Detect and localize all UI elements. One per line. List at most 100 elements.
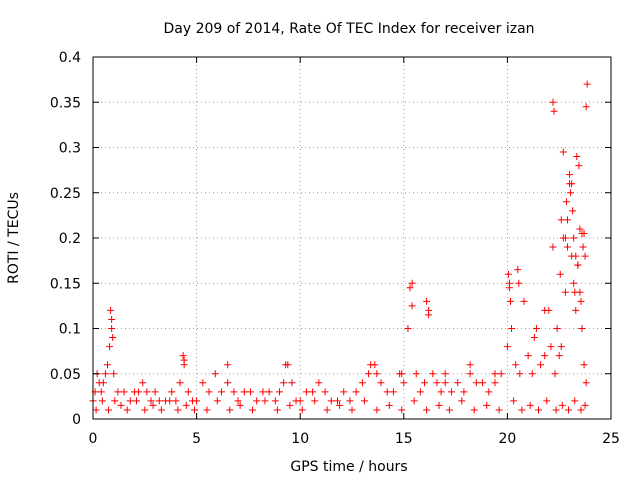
data-point: [282, 361, 290, 369]
data-point: [568, 180, 576, 188]
data-point: [296, 397, 304, 405]
data-point: [561, 234, 569, 242]
y-tick-label: 0.25: [50, 186, 81, 202]
data-point: [383, 388, 391, 396]
data-point: [435, 401, 443, 409]
data-point: [503, 343, 511, 351]
data-point: [309, 388, 317, 396]
data-point: [547, 343, 555, 351]
data-point: [398, 406, 406, 414]
data-point: [311, 397, 319, 405]
data-point: [563, 216, 571, 224]
data-point: [557, 216, 565, 224]
data-point: [139, 379, 147, 387]
data-point: [534, 406, 542, 414]
data-point: [404, 325, 412, 332]
data-point: [280, 379, 288, 387]
data-point: [406, 284, 414, 292]
data-point: [578, 325, 586, 332]
data-point: [179, 352, 187, 360]
y-tick-label: 0.35: [50, 95, 81, 111]
data-point: [298, 406, 306, 414]
data-point: [109, 334, 117, 342]
data-point: [271, 397, 279, 405]
data-point: [358, 379, 366, 387]
data-point: [249, 406, 257, 414]
data-point: [416, 388, 424, 396]
data-point: [491, 379, 499, 387]
tick-labels: 0 5 10 15 20 25 0 0.05 0.1 0.15 0.2 0.25 0.3 0.35 0.4: [50, 50, 620, 447]
data-point: [582, 103, 590, 111]
data-point: [203, 406, 211, 414]
data-point: [497, 370, 505, 378]
data-point: [352, 388, 360, 396]
data-point: [286, 401, 294, 409]
data-point: [97, 388, 105, 396]
data-point: [410, 397, 418, 405]
data-point: [577, 406, 585, 414]
data-point: [505, 284, 513, 292]
data-point: [182, 401, 190, 409]
data-point: [551, 370, 559, 378]
data-point: [421, 379, 429, 387]
data-point: [563, 243, 571, 251]
data-point: [246, 388, 254, 396]
data-point: [106, 343, 114, 351]
data-point: [559, 148, 567, 156]
data-point: [265, 388, 273, 396]
data-point: [541, 352, 549, 360]
data-point: [120, 388, 128, 396]
data-point: [423, 406, 431, 414]
data-point: [429, 370, 437, 378]
data-point: [408, 302, 416, 310]
data-point: [495, 406, 503, 414]
data-point: [389, 388, 397, 396]
data-point: [557, 343, 565, 351]
data-point: [236, 401, 244, 409]
data-point: [423, 297, 431, 305]
data-point: [437, 388, 445, 396]
data-point: [565, 406, 573, 414]
data-point: [483, 401, 491, 409]
data-point: [261, 397, 269, 405]
data-point: [447, 388, 455, 396]
data-point: [518, 406, 526, 414]
data-point: [454, 379, 462, 387]
y-tick-label: 0.05: [50, 367, 81, 383]
data-point: [441, 379, 449, 387]
data-point: [288, 379, 296, 387]
data-point: [515, 279, 523, 287]
data-point: [135, 388, 143, 396]
data-point: [172, 397, 180, 405]
data-point: [114, 388, 122, 396]
data-point: [157, 406, 165, 414]
data-point: [373, 406, 381, 414]
data-point: [508, 325, 516, 332]
data-point: [348, 406, 356, 414]
data-point: [151, 388, 159, 396]
data-point: [576, 225, 584, 233]
data-point: [385, 401, 393, 409]
y-tick-label: 0.2: [59, 231, 81, 247]
data-point: [141, 406, 149, 414]
data-point: [107, 306, 115, 314]
data-point: [541, 306, 549, 314]
data-point: [549, 243, 557, 251]
grid: [93, 57, 611, 419]
data-point: [275, 388, 283, 396]
data-point: [340, 388, 348, 396]
data-point: [532, 325, 540, 332]
data-point: [445, 406, 453, 414]
data-point: [234, 397, 242, 405]
data-point: [520, 297, 528, 305]
data-point: [105, 406, 113, 414]
data-point: [583, 80, 591, 88]
data-point: [155, 397, 163, 405]
data-point: [147, 397, 155, 405]
data-point: [205, 388, 213, 396]
data-point: [174, 406, 182, 414]
data-point: [108, 315, 116, 323]
data-point: [367, 361, 375, 369]
data-point: [580, 229, 588, 237]
data-point: [176, 379, 184, 387]
